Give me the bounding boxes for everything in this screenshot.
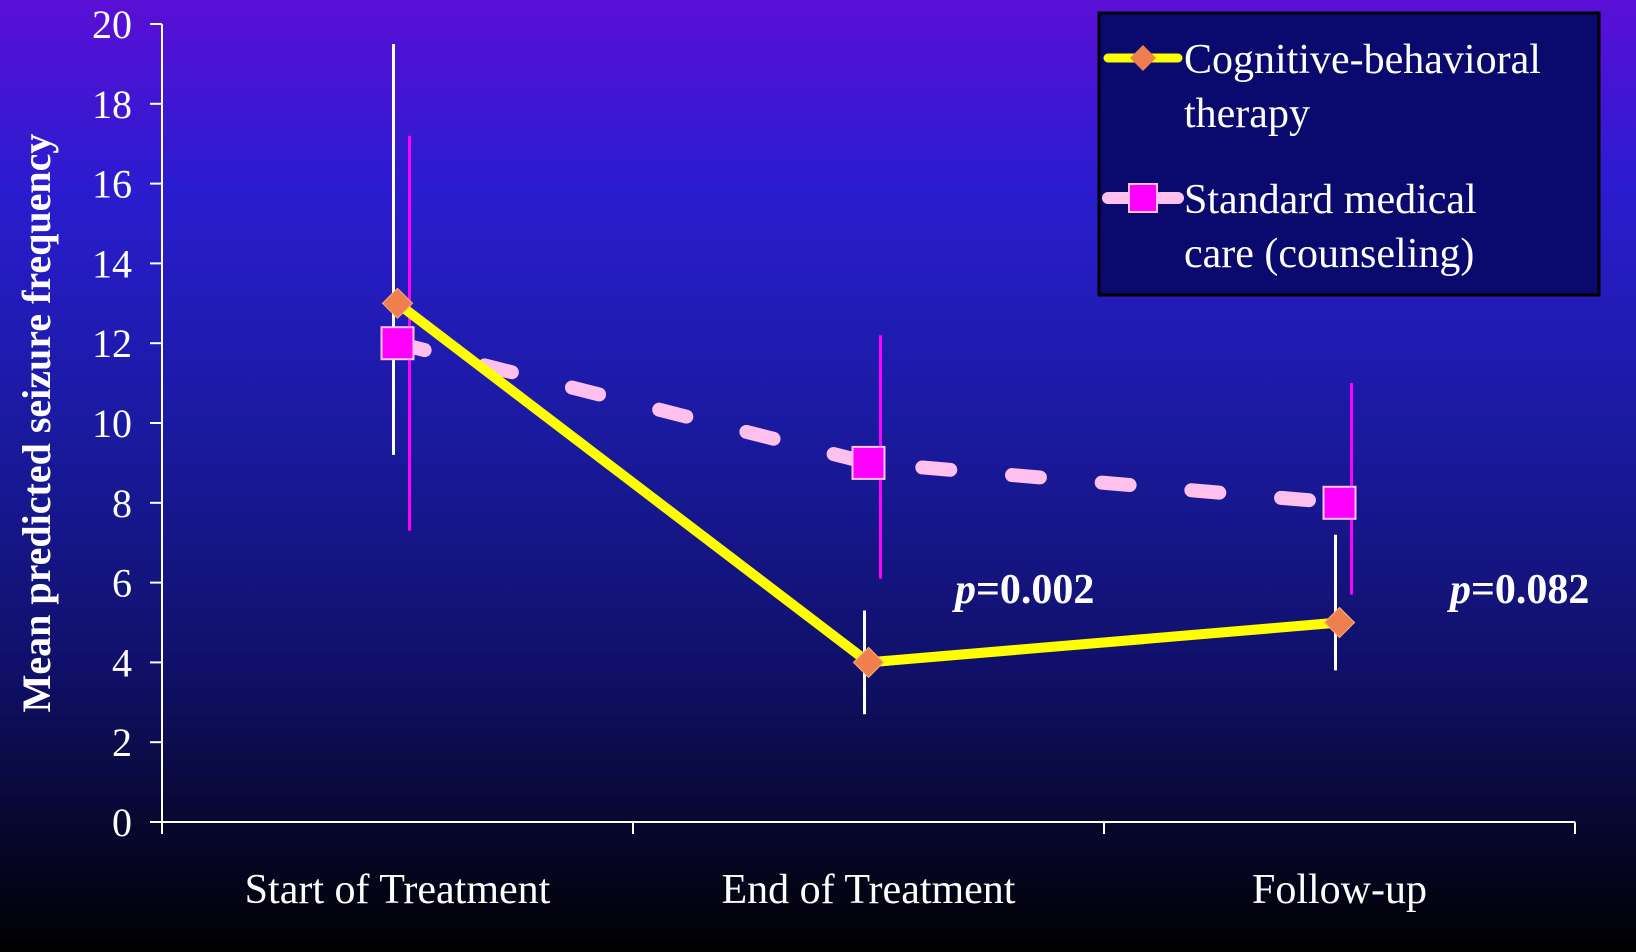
legend: Cognitive-behavioral therapy Standard medi… [1097, 11, 1601, 297]
y-tick-label: 8 [112, 481, 132, 526]
y-tick-label: 2 [112, 720, 132, 765]
y-tick-label: 10 [92, 401, 132, 446]
series-marker-diamond [1323, 606, 1356, 639]
p-value-annotation: p=0.002 [952, 567, 1094, 613]
y-tick-label: 14 [92, 241, 132, 286]
series-marker-square [380, 326, 415, 361]
x-category-label: End of Treatment [722, 867, 1016, 913]
legend-marker-square [1128, 183, 1158, 213]
y-tick-label: 4 [112, 640, 132, 685]
series-marker-square [1322, 485, 1357, 520]
y-tick-label: 6 [112, 561, 132, 606]
legend-label: Standard medical [1184, 177, 1477, 223]
p-value-annotation: p=0.082 [1447, 567, 1589, 613]
series-marker-diamond [852, 646, 885, 679]
p-value-prefix: p [1447, 567, 1471, 613]
series-lines [390, 298, 1347, 668]
series-marker-diamond [381, 287, 414, 320]
y-ticks: 0 2 4 6 8 10 12 14 16 18 20 [92, 2, 162, 845]
y-tick-label: 0 [112, 800, 132, 845]
x-ticks: Start of Treatment End of Treatment Follow… [161, 822, 1576, 913]
legend-label: therapy [1184, 91, 1310, 137]
y-tick-label: 12 [92, 321, 132, 366]
y-tick-label: 16 [92, 162, 132, 207]
series-line [392, 298, 1345, 668]
p-value-prefix: p [952, 567, 976, 613]
legend-box [1097, 11, 1601, 297]
series-marker-square [851, 445, 886, 480]
p-value-text: =0.082 [1471, 567, 1589, 613]
legend-label: care (counseling) [1184, 231, 1474, 277]
x-category-label: Start of Treatment [245, 867, 551, 913]
y-axis-label: Mean predicted seizure frequency [14, 134, 59, 713]
annotations: p=0.002 p=0.082 [952, 567, 1589, 613]
legend-label: Cognitive-behavioral [1184, 37, 1541, 83]
legend-marker-diamond [1130, 45, 1156, 71]
y-tick-label: 20 [92, 2, 132, 47]
p-value-text: =0.002 [976, 567, 1094, 613]
series-markers [380, 287, 1357, 679]
x-category-label: Follow-up [1252, 867, 1427, 913]
y-tick-label: 18 [92, 82, 132, 127]
